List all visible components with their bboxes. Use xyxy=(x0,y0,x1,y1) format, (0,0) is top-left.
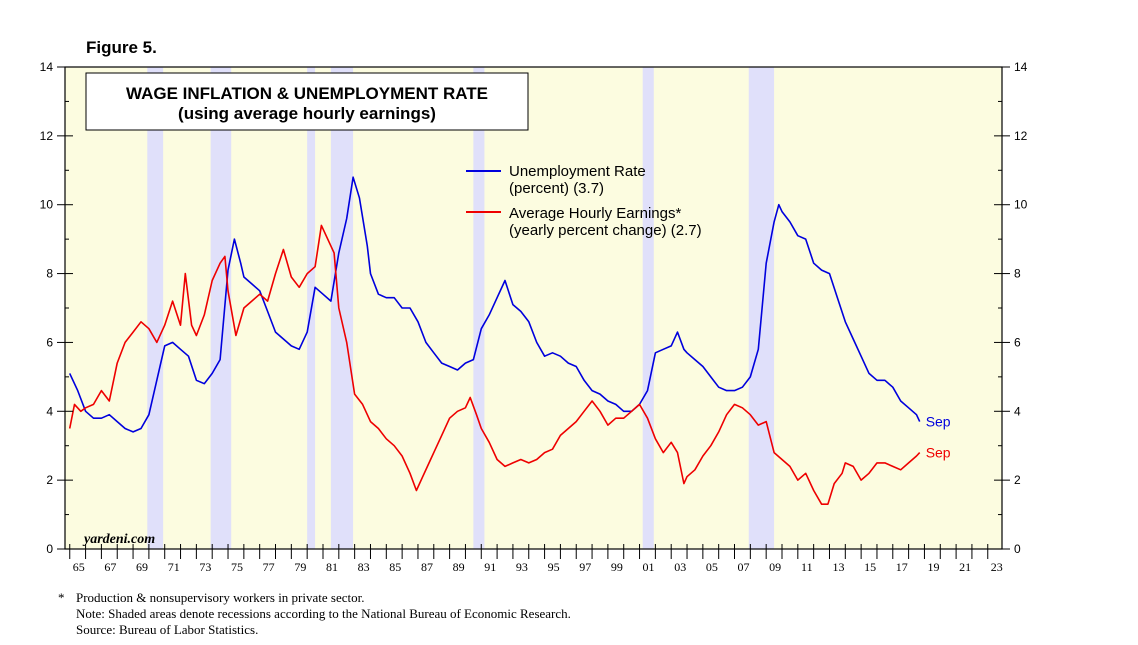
y-tick-label-right: 10 xyxy=(1014,198,1028,212)
x-tick-label: 73 xyxy=(199,560,211,574)
x-tick-label: 85 xyxy=(389,560,401,574)
legend-label-earnings: Average Hourly Earnings* xyxy=(509,205,681,222)
x-tick-label: 03 xyxy=(674,560,686,574)
series-line-earnings xyxy=(68,224,921,505)
legend-sublabel-unemployment: (percent) (3.7) xyxy=(509,180,604,197)
title-box: WAGE INFLATION & UNEMPLOYMENT RATE (usin… xyxy=(85,72,529,131)
footnote-source: Source: Bureau of Labor Statistics. xyxy=(76,622,259,637)
x-tick-label: 21 xyxy=(959,560,971,574)
x-tick-label: 11 xyxy=(801,560,813,574)
y-tick-label-left: 10 xyxy=(40,198,54,212)
x-tick-label: 23 xyxy=(991,560,1003,574)
recession-shading xyxy=(147,67,775,549)
x-tick-label: 17 xyxy=(896,560,908,574)
left-y-axis: 0 2 4 6 8 10 12 14 xyxy=(40,60,73,556)
recession-band-1 xyxy=(210,67,232,549)
x-tick-label: 75 xyxy=(231,560,243,574)
x-tick-label: 19 xyxy=(927,560,939,574)
legend-label-unemployment: Unemployment Rate xyxy=(509,163,646,180)
recession-band-5 xyxy=(642,67,654,549)
x-tick-label: 05 xyxy=(706,560,718,574)
y-tick-label-left: 8 xyxy=(46,267,53,281)
x-tick-label: 69 xyxy=(136,560,148,574)
x-tick-label: 99 xyxy=(611,560,623,574)
figure-label: Figure 5. xyxy=(86,38,157,57)
series-lines xyxy=(68,176,921,505)
recession-band-0 xyxy=(147,67,164,549)
x-tick-label: 09 xyxy=(769,560,781,574)
series-line-unemployment xyxy=(68,176,921,433)
footnote-note: Note: Shaded areas denote recessions acc… xyxy=(76,606,571,621)
x-tick-label: 93 xyxy=(516,560,528,574)
y-tick-label-left: 6 xyxy=(46,335,53,349)
recession-band-4 xyxy=(473,67,485,549)
x-tick-label: 95 xyxy=(548,560,560,574)
end-label-unemployment: Sep xyxy=(926,414,951,430)
y-tick-label-left: 0 xyxy=(46,542,53,556)
x-tick-label: 79 xyxy=(294,560,306,574)
legend-sublabel-earnings: (yearly percent change) (2.7) xyxy=(509,222,702,239)
y-tick-label-right: 12 xyxy=(1014,129,1028,143)
y-tick-label-left: 12 xyxy=(40,129,54,143)
y-tick-label-left: 2 xyxy=(46,473,53,487)
right-y-axis: 0 2 4 6 8 10 12 14 xyxy=(994,60,1028,556)
footnote-star: * xyxy=(58,590,65,605)
footnotes: * Production & nonsupervisory workers in… xyxy=(58,590,571,638)
footnote-text-1: Production & nonsupervisory workers in p… xyxy=(76,590,365,605)
x-tick-label: 01 xyxy=(643,560,655,574)
y-tick-label-right: 2 xyxy=(1014,473,1021,487)
x-tick-label: 91 xyxy=(484,560,496,574)
x-tick-label: 89 xyxy=(453,560,465,574)
chart-title: WAGE INFLATION & UNEMPLOYMENT RATE xyxy=(126,84,488,103)
x-tick-label: 97 xyxy=(579,560,591,574)
end-label-earnings: Sep xyxy=(926,445,951,461)
x-tick-label: 65 xyxy=(73,560,85,574)
chart-subtitle: (using average hourly earnings) xyxy=(178,104,436,123)
y-tick-label-right: 8 xyxy=(1014,267,1021,281)
y-tick-label-right: 6 xyxy=(1014,335,1021,349)
legend: Unemployment Rate (percent) (3.7) Averag… xyxy=(466,163,702,239)
x-tick-label: 87 xyxy=(421,560,433,574)
y-tick-label-right: 14 xyxy=(1014,60,1028,74)
y-tick-label-right: 4 xyxy=(1014,404,1021,418)
x-tick-label: 07 xyxy=(738,560,750,574)
y-tick-label-right: 0 xyxy=(1014,542,1021,556)
x-tick-label: 77 xyxy=(263,560,275,574)
watermark: yardeni.com xyxy=(82,532,155,547)
footnote-line-1: * Production & nonsupervisory workers in… xyxy=(58,590,571,606)
line-chart: 0 2 4 6 8 10 12 14 0 2 4 6 8 10 12 14 65 67 69 71 73 75 77 79… xyxy=(40,60,1028,574)
y-tick-label-left: 14 xyxy=(40,60,54,74)
recession-band-3 xyxy=(330,67,354,549)
x-axis: 65 67 69 71 73 75 77 79 81 83 85 87 89 91 93 95 97 99 01 03… xyxy=(69,544,1003,574)
y-tick-label-left: 4 xyxy=(46,404,53,418)
x-tick-label: 13 xyxy=(832,560,844,574)
x-tick-label: 15 xyxy=(864,560,876,574)
x-tick-label: 81 xyxy=(326,560,338,574)
x-tick-label: 83 xyxy=(358,560,370,574)
x-tick-label: 67 xyxy=(104,560,116,574)
x-tick-label: 71 xyxy=(168,560,180,574)
